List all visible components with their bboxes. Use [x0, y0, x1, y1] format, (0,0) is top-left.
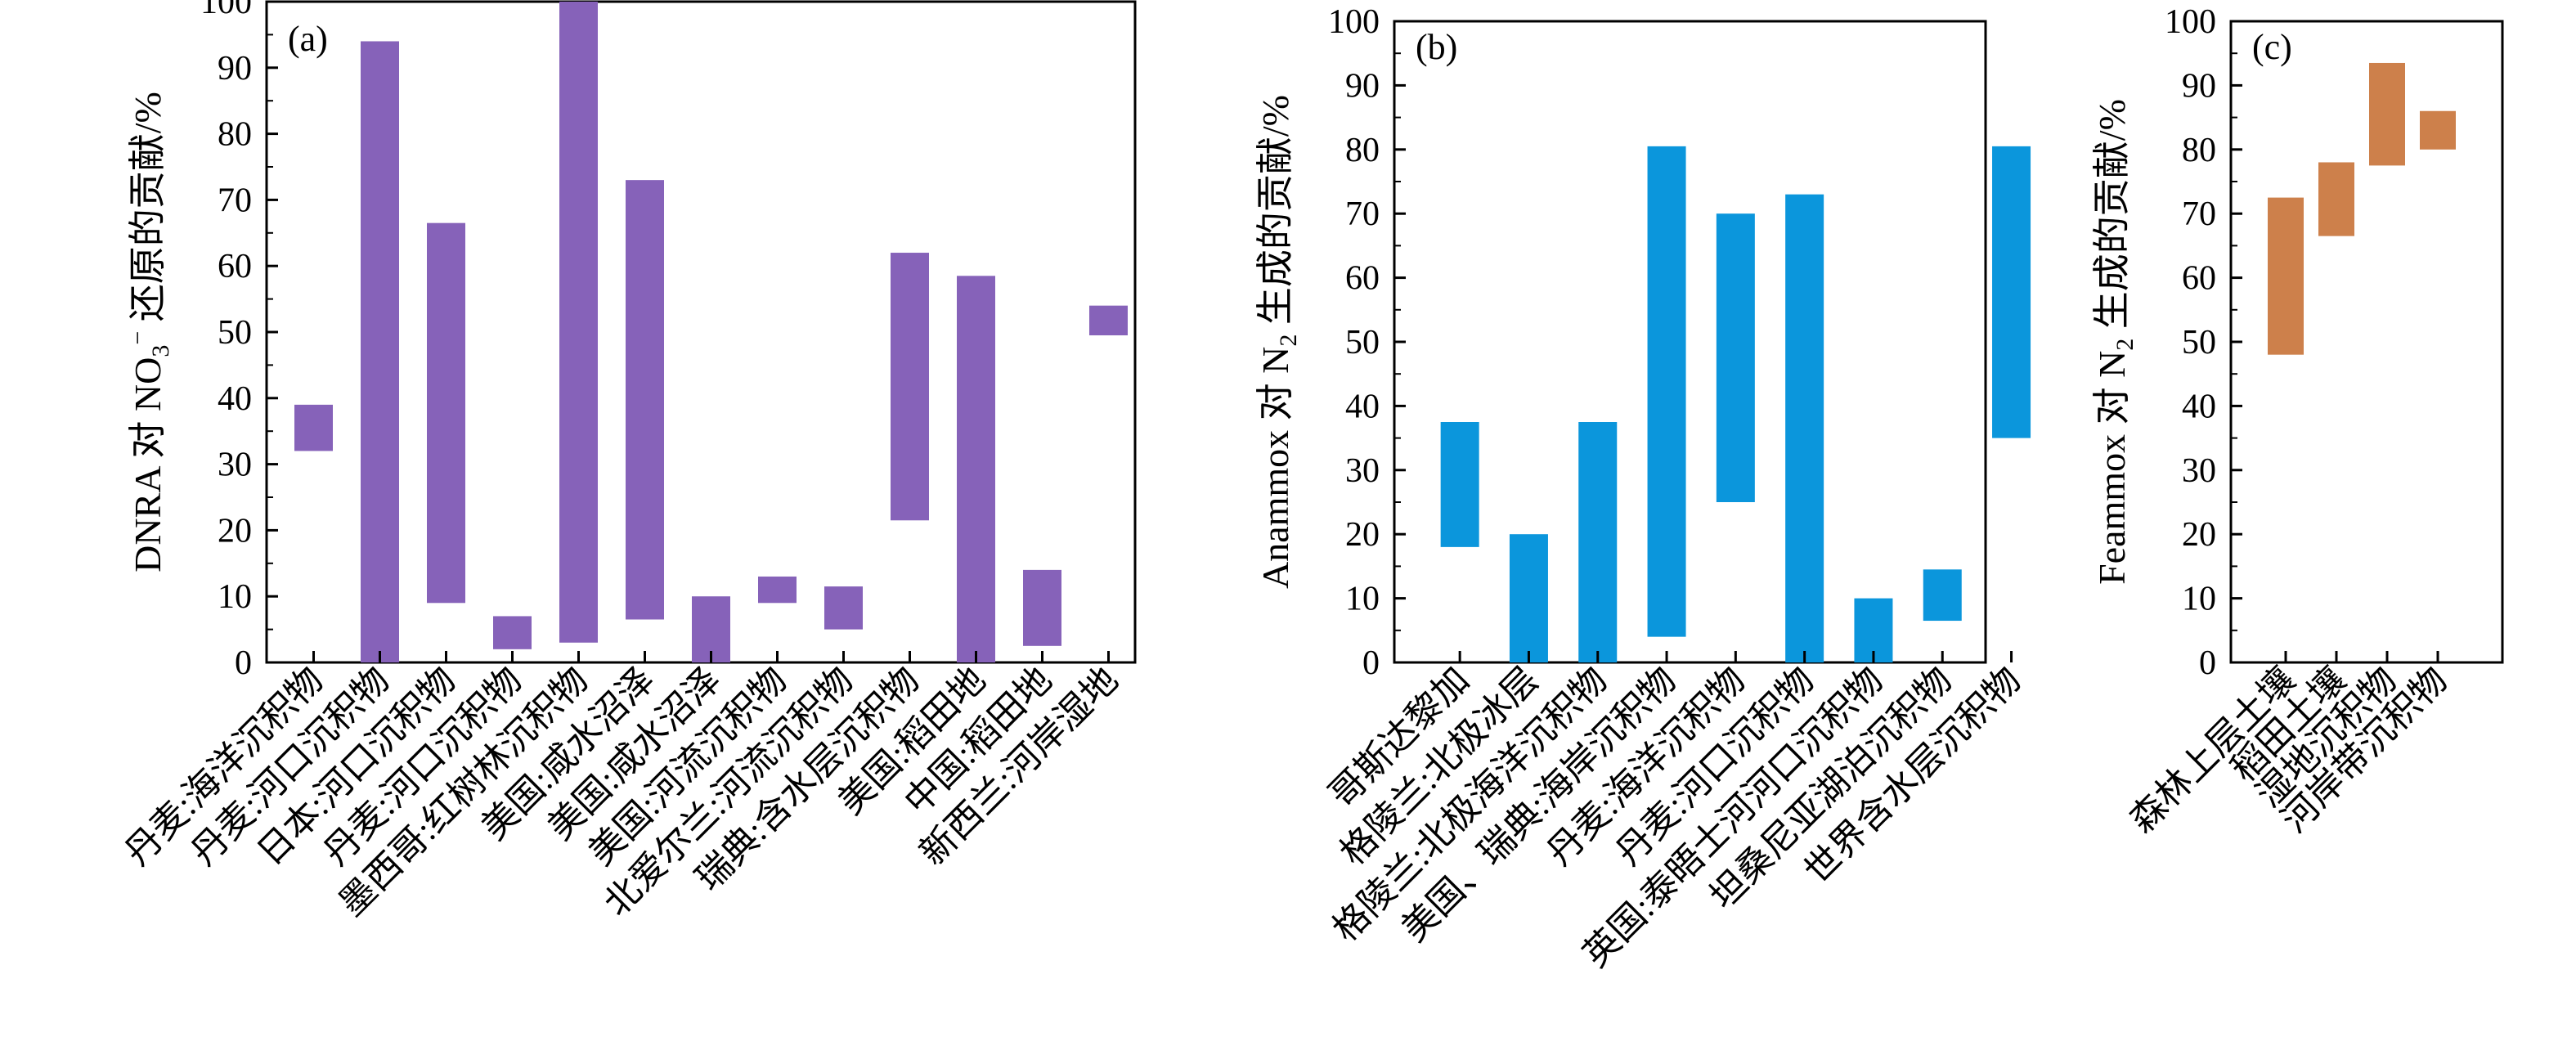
y-axis-label-part: 2	[1275, 334, 1302, 347]
y-tick-label: 10	[218, 578, 252, 616]
y-tick-label: 40	[1345, 388, 1380, 425]
y-axis-label-part: DNRA 对 NO	[127, 357, 168, 572]
panel-label: (b)	[1416, 27, 1457, 67]
y-axis-label-part: 还原的贡献/%	[127, 92, 168, 331]
chart-panel-a: 0 10 20 30 40 50 60 70 80 90 100 (a) DNRA 对 NO3− 还原的…	[117, 0, 1137, 924]
range-bar	[361, 41, 399, 663]
range-bar	[1023, 569, 1061, 646]
panel-label: (a)	[288, 19, 328, 59]
y-tick-label: 50	[2182, 324, 2216, 361]
y-tick-label: 90	[218, 50, 252, 88]
y-axis-label: Feammox 对 N2 生成的贡献/%	[2091, 99, 2138, 585]
range-bar	[427, 222, 465, 604]
plot-frame	[1393, 20, 1987, 664]
y-tick-label: 30	[218, 447, 252, 484]
range-bar	[626, 180, 664, 620]
y-tick-label: 20	[218, 512, 252, 550]
range-bar	[891, 253, 929, 521]
y-axis-label-part: −	[124, 331, 151, 345]
range-bar	[2369, 62, 2405, 166]
y-tick-label: 80	[2182, 132, 2216, 169]
y-axis-label: DNRA 对 NO3− 还原的贡献/%	[124, 92, 174, 572]
range-bar	[1089, 305, 1128, 336]
y-tick-label: 0	[2199, 644, 2216, 682]
y-tick-label: 80	[218, 116, 252, 154]
y-tick-label: 90	[2182, 67, 2216, 105]
y-tick-label: 60	[1345, 260, 1380, 298]
range-bar	[957, 276, 995, 662]
range-bar	[2420, 110, 2456, 150]
y-tick-label: 100	[2165, 3, 2216, 41]
range-bar	[824, 586, 863, 630]
y-tick-label: 0	[235, 644, 252, 682]
y-tick-label: 20	[2182, 516, 2216, 554]
y-tick-label: 80	[1345, 132, 1380, 169]
y-axis-label-part: 生成的贡献/%	[2091, 99, 2133, 339]
chart-panel-b: 0 10 20 30 40 50 60 70 80 90 100 (b) Anammox 对 N2 生成…	[1254, 3, 2031, 975]
range-bar	[1923, 569, 1962, 622]
x-category-label: 格陵兰:北极海洋沉积物	[1325, 659, 1614, 949]
y-tick-label: 30	[1345, 452, 1380, 490]
y-tick-label: 40	[2182, 388, 2216, 425]
y-axis-label-part: Feammox 对 N	[2091, 351, 2133, 585]
y-axis-label: Anammox 对 N2 生成的贡献/%	[1254, 95, 1302, 589]
y-tick-label: 40	[218, 380, 252, 418]
range-bar	[294, 404, 333, 451]
range-bar	[1785, 194, 1824, 662]
range-bar	[493, 616, 532, 649]
range-bar	[1578, 422, 1618, 662]
y-tick-label: 60	[218, 248, 252, 285]
range-bar	[1647, 146, 1686, 637]
y-axis-label-part: 生成的贡献/%	[1254, 95, 1296, 334]
y-tick-label: 50	[218, 314, 252, 352]
y-tick-label: 60	[2182, 260, 2216, 298]
y-tick-label: 0	[1362, 644, 1380, 682]
range-bar	[559, 2, 598, 643]
y-tick-label: 10	[1345, 581, 1380, 618]
range-bar	[1716, 213, 1755, 502]
y-tick-label: 70	[2182, 195, 2216, 233]
range-bar	[2268, 197, 2304, 355]
y-tick-label: 90	[1345, 67, 1380, 105]
y-axis-label-part: 3	[147, 345, 174, 357]
y-tick-label: 20	[1345, 516, 1380, 554]
range-bar	[1992, 146, 2031, 438]
chart-panel-c: 0 10 20 30 40 50 60 70 80 90 100 (c) Feammox 对 N2 生成…	[2091, 3, 2504, 841]
y-axis-label-part: 2	[2112, 339, 2138, 351]
range-bar	[758, 576, 797, 604]
y-tick-label: 100	[200, 0, 252, 21]
range-bar	[1509, 534, 1548, 662]
panel-label: (c)	[2252, 27, 2292, 67]
range-bar	[1440, 422, 1479, 547]
y-tick-label: 10	[2182, 581, 2216, 618]
y-tick-label: 70	[218, 182, 252, 219]
y-tick-label: 50	[1345, 324, 1380, 361]
range-bar	[2318, 162, 2354, 236]
y-tick-label: 70	[1345, 195, 1380, 233]
y-tick-label: 30	[2182, 452, 2216, 490]
y-axis-label-part: Anammox 对 N	[1254, 347, 1296, 589]
y-tick-label: 100	[1328, 3, 1380, 41]
